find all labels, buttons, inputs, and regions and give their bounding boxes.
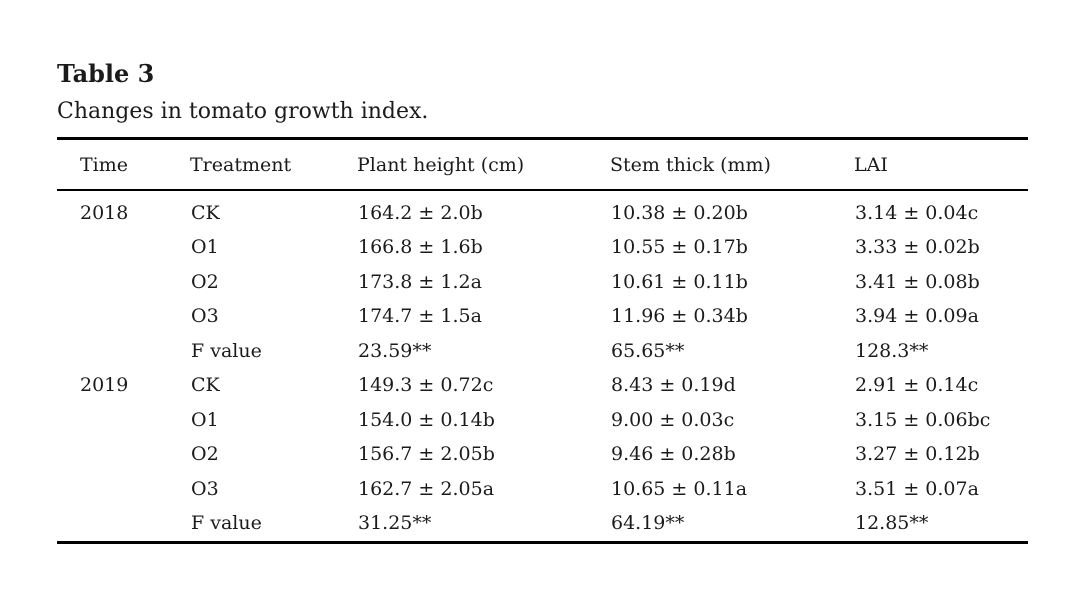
cell-stem-thick: 10.38 ± 0.20b [611, 201, 748, 224]
cell-stem-thick: 9.00 ± 0.03c [611, 408, 735, 431]
cell-time [57, 472, 190, 507]
cell-plant-height: 174.7 ± 1.5a [358, 305, 482, 328]
cell-time: 2018 [80, 201, 129, 224]
cell-plant-height: 31.25** [358, 512, 432, 535]
cell-plant-height: 173.8 ± 1.2a [358, 270, 482, 293]
table-row: 2018 CK 164.2 ± 2.0b 10.38 ± 0.20b 3.14 … [57, 190, 1028, 231]
cell-treatment: O3 [191, 477, 219, 500]
table-caption: Changes in tomato growth index. [57, 99, 429, 124]
cell-lai: 3.33 ± 0.02b [855, 236, 980, 259]
table-row: O2 173.8 ± 1.2a 10.61 ± 0.11b 3.41 ± 0.0… [57, 265, 1028, 300]
cell-treatment: O2 [191, 270, 219, 293]
column-header-time: Time [57, 138, 190, 191]
cell-time [57, 438, 190, 473]
cell-lai: 3.14 ± 0.04c [855, 201, 979, 224]
cell-plant-height: 166.8 ± 1.6b [358, 236, 483, 259]
table-row: O3 174.7 ± 1.5a 11.96 ± 0.34b 3.94 ± 0.0… [57, 300, 1028, 335]
cell-treatment: O1 [191, 236, 219, 259]
header-row: Time Treatment Plant height (cm) Stem th… [57, 138, 1028, 191]
cell-lai: 3.51 ± 0.07a [855, 477, 979, 500]
cell-treatment: F value [191, 339, 262, 362]
cell-stem-thick: 10.65 ± 0.11a [611, 477, 748, 500]
cell-stem-thick: 65.65** [611, 339, 685, 362]
column-header-plant-height: Plant height (cm) [357, 138, 610, 191]
column-header-stem-thick: Stem thick (mm) [610, 138, 854, 191]
table-row: O3 162.7 ± 2.05a 10.65 ± 0.11a 3.51 ± 0.… [57, 472, 1028, 507]
cell-time [57, 265, 190, 300]
cell-stem-thick: 64.19** [611, 512, 685, 535]
cell-stem-thick: 10.61 ± 0.11b [611, 270, 748, 293]
table-row: O1 154.0 ± 0.14b 9.00 ± 0.03c 3.15 ± 0.0… [57, 403, 1028, 438]
cell-lai: 12.85** [855, 512, 929, 535]
table-body: 2018 CK 164.2 ± 2.0b 10.38 ± 0.20b 3.14 … [57, 190, 1028, 543]
cell-time [57, 231, 190, 266]
cell-stem-thick: 9.46 ± 0.28b [611, 443, 736, 466]
cell-treatment: O3 [191, 305, 219, 328]
cell-lai: 3.15 ± 0.06bc [855, 408, 991, 431]
cell-lai: 2.91 ± 0.14c [855, 374, 979, 397]
cell-treatment: F value [191, 512, 262, 535]
cell-treatment: CK [191, 201, 220, 224]
cell-treatment: CK [191, 374, 220, 397]
table-row: F value 23.59** 65.65** 128.3** [57, 334, 1028, 369]
cell-stem-thick: 10.55 ± 0.17b [611, 236, 748, 259]
table-row: F value 31.25** 64.19** 12.85** [57, 507, 1028, 543]
cell-plant-height: 23.59** [358, 339, 432, 362]
column-header-lai: LAI [854, 138, 1028, 191]
cell-lai: 3.94 ± 0.09a [855, 305, 979, 328]
cell-time [57, 403, 190, 438]
cell-plant-height: 156.7 ± 2.05b [358, 443, 495, 466]
table-header: Time Treatment Plant height (cm) Stem th… [57, 138, 1028, 191]
column-header-treatment: Treatment [190, 138, 357, 191]
cell-treatment: O1 [191, 408, 219, 431]
cell-lai: 3.41 ± 0.08b [855, 270, 980, 293]
cell-plant-height: 162.7 ± 2.05a [358, 477, 495, 500]
cell-time: 2019 [80, 374, 129, 397]
table-title: Table 3 [57, 59, 155, 88]
cell-treatment: O2 [191, 443, 219, 466]
cell-plant-height: 149.3 ± 0.72c [358, 374, 494, 397]
table-row: O2 156.7 ± 2.05b 9.46 ± 0.28b 3.27 ± 0.1… [57, 438, 1028, 473]
cell-time [57, 507, 190, 543]
cell-stem-thick: 11.96 ± 0.34b [611, 305, 748, 328]
table-row: 2019 CK 149.3 ± 0.72c 8.43 ± 0.19d 2.91 … [57, 369, 1028, 404]
cell-stem-thick: 8.43 ± 0.19d [611, 374, 736, 397]
cell-lai: 128.3** [855, 339, 929, 362]
table-row: O1 166.8 ± 1.6b 10.55 ± 0.17b 3.33 ± 0.0… [57, 231, 1028, 266]
table-3-block: Table 3 Changes in tomato growth index. … [57, 60, 1028, 544]
cell-lai: 3.27 ± 0.12b [855, 443, 980, 466]
cell-plant-height: 164.2 ± 2.0b [358, 201, 483, 224]
cell-plant-height: 154.0 ± 0.14b [358, 408, 495, 431]
cell-time [57, 300, 190, 335]
growth-index-table: Time Treatment Plant height (cm) Stem th… [57, 137, 1028, 544]
cell-time [57, 334, 190, 369]
